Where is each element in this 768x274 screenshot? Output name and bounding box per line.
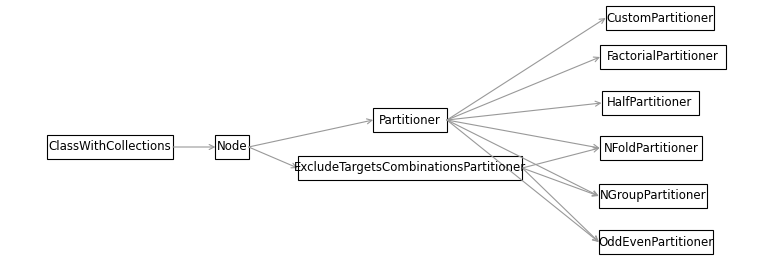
Bar	[298, 156, 522, 180]
Text: Partitioner: Partitioner	[379, 113, 441, 127]
Text: NFoldPartitioner: NFoldPartitioner	[604, 141, 698, 155]
Bar	[600, 45, 726, 69]
Bar	[600, 136, 703, 160]
Bar	[47, 135, 173, 159]
Text: OddEvenPartitioner: OddEvenPartitioner	[598, 235, 713, 249]
Text: CustomPartitioner: CustomPartitioner	[607, 12, 713, 24]
Bar	[373, 108, 447, 132]
Text: ClassWithCollections: ClassWithCollections	[48, 141, 171, 153]
Text: HalfPartitioner: HalfPartitioner	[607, 96, 693, 110]
Bar	[215, 135, 249, 159]
Bar	[601, 91, 699, 115]
Text: Node: Node	[217, 141, 247, 153]
Bar	[606, 6, 714, 30]
Text: ExcludeTargetsCombinationsPartitioner: ExcludeTargetsCombinationsPartitioner	[294, 161, 526, 175]
Text: FactorialPartitioner: FactorialPartitioner	[607, 50, 719, 64]
Text: NGroupPartitioner: NGroupPartitioner	[600, 190, 707, 202]
Bar	[599, 230, 713, 254]
Bar	[599, 184, 707, 208]
